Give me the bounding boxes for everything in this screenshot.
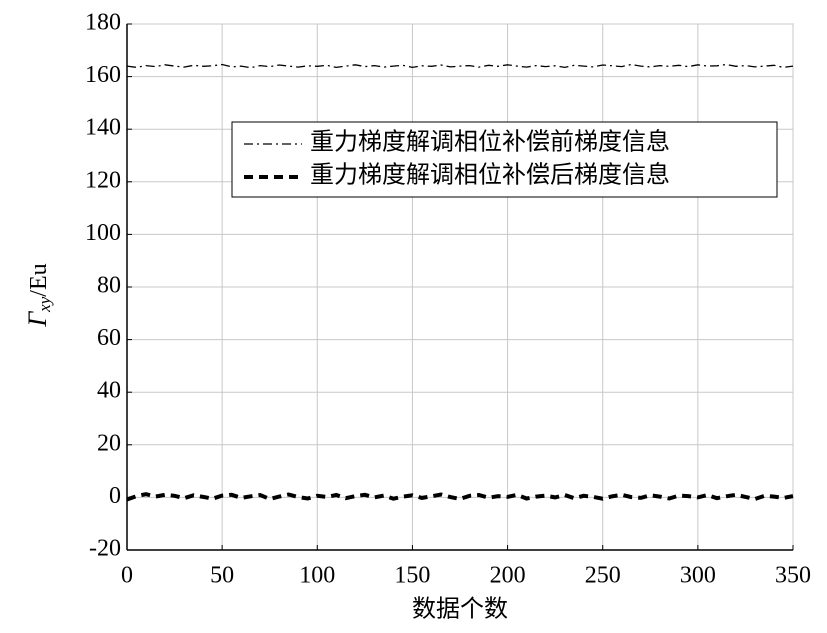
- y-label-subscript: xy: [35, 296, 54, 313]
- y-tick-label: 100: [85, 220, 121, 246]
- series-line: [126, 63, 794, 69]
- legend-label: 重力梯度解调相位补偿前梯度信息: [310, 129, 670, 156]
- y-tick-label: 20: [97, 430, 121, 456]
- y-tick-label: 60: [97, 325, 121, 351]
- y-tick-label: 140: [85, 115, 121, 141]
- x-tick-label: 250: [585, 563, 621, 589]
- y-tick-label: 120: [85, 167, 121, 193]
- x-tick-label: 150: [394, 563, 430, 589]
- y-axis-label: Γxy/Eu: [23, 263, 54, 327]
- y-tick-label: 160: [85, 62, 121, 88]
- y-tick-label: 180: [85, 10, 121, 36]
- x-tick-label: 300: [680, 563, 716, 589]
- y-tick-label: 40: [97, 378, 121, 404]
- y-tick-label: 0: [109, 483, 121, 509]
- legend-box: [231, 121, 778, 198]
- x-tick-label: 100: [299, 563, 335, 589]
- y-label-unit: /Eu: [26, 263, 52, 296]
- y-label-symbol: Γ: [23, 311, 52, 328]
- x-tick-label: 350: [775, 563, 811, 589]
- x-tick-label: 50: [210, 563, 234, 589]
- y-tick-label: 80: [97, 273, 121, 299]
- x-tick-label: 200: [490, 563, 526, 589]
- y-tick-label: -20: [89, 536, 121, 562]
- x-axis-label: 数据个数: [412, 596, 508, 623]
- series-line: [126, 492, 794, 502]
- legend-label: 重力梯度解调相位补偿后梯度信息: [310, 162, 670, 189]
- x-tick-label: 0: [121, 563, 133, 589]
